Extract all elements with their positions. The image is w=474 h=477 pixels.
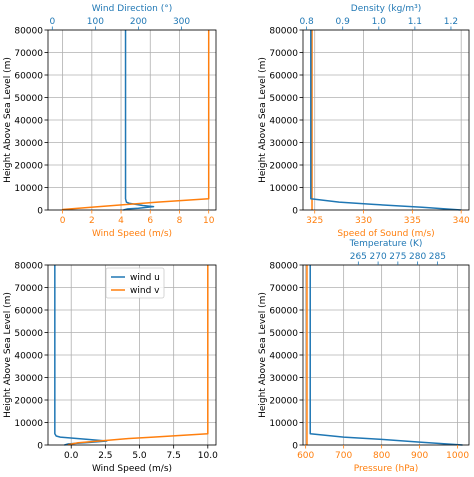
x-bottom-tick-label: 330 — [355, 216, 372, 226]
x-bottom-axis-label: Speed of Sound (m/s) — [337, 229, 434, 239]
y-tick-label: 0 — [292, 442, 298, 452]
series-line-1 — [309, 265, 463, 446]
y-tick-label: 10000 — [269, 419, 298, 429]
x-bottom-tick-label: 10 — [203, 216, 215, 226]
x-bottom-tick-label: 0 — [60, 216, 66, 226]
x-top-tick-label: 285 — [429, 252, 446, 262]
x-top-tick-label: 1.0 — [372, 17, 387, 27]
series-line-0 — [123, 30, 155, 211]
x-bottom-tick-label: 800 — [373, 451, 390, 461]
x-bottom-tick-label: 325 — [306, 216, 323, 226]
x-bottom-tick-label: 2 — [89, 216, 95, 226]
y-tick-label: 10000 — [14, 419, 43, 429]
x-bottom-tick-label: 5.0 — [132, 451, 147, 461]
y-tick-label: 10000 — [14, 184, 43, 194]
x-bottom-axis-label: Wind Speed (m/s) — [92, 464, 172, 474]
y-axis-label: Height Above Sea Level (m) — [258, 292, 268, 418]
y-tick-label: 80000 — [14, 262, 43, 272]
y-tick-label: 60000 — [14, 72, 43, 82]
y-tick-label: 40000 — [269, 117, 298, 127]
subplot-wind-components: 0 10000 20000 30000 40000 50000 60000 70000 8000… — [3, 262, 218, 475]
y-tick-label: 60000 — [14, 307, 43, 317]
x-bottom-tick-label: 6 — [147, 216, 153, 226]
x-top-tick-label: 0 — [49, 17, 55, 27]
y-tick-label: 0 — [292, 207, 298, 217]
subplot-pressure-temperature: 0 10000 20000 30000 40000 50000 60000 70000 8000… — [258, 239, 470, 474]
y-tick-label: 70000 — [14, 284, 43, 294]
y-tick-label: 80000 — [269, 27, 298, 37]
x-top-tick-label: 1.2 — [444, 17, 458, 27]
x-bottom-tick-label: 700 — [335, 451, 352, 461]
x-bottom-axis-label: Pressure (hPa) — [354, 464, 419, 474]
y-tick-label: 60000 — [269, 72, 298, 82]
y-tick-label: 30000 — [269, 139, 298, 149]
x-bottom-tick-label: 2.5 — [98, 451, 112, 461]
x-top-tick-label: 265 — [350, 252, 367, 262]
y-tick-label: 0 — [37, 207, 43, 217]
series-line-1 — [310, 30, 462, 211]
x-bottom-tick-label: 1000 — [446, 451, 469, 461]
x-bottom-tick-label: 0.0 — [64, 451, 79, 461]
x-bottom-tick-label: 900 — [411, 451, 428, 461]
x-bottom-tick-label: 7.5 — [166, 451, 180, 461]
x-bottom-tick-label: 10.0 — [198, 451, 218, 461]
y-axis-label: Height Above Sea Level (m) — [3, 292, 13, 418]
y-tick-label: 80000 — [14, 27, 43, 37]
y-tick-label: 50000 — [269, 329, 298, 339]
y-tick-label: 30000 — [14, 139, 43, 149]
y-tick-label: 80000 — [269, 262, 298, 272]
y-tick-label: 30000 — [14, 374, 43, 384]
y-tick-label: 40000 — [269, 352, 298, 362]
x-bottom-axis-label: Wind Speed (m/s) — [92, 229, 172, 239]
y-tick-label: 40000 — [14, 352, 43, 362]
x-top-tick-label: 275 — [389, 252, 406, 262]
subplot-wind-speed-direction: 0100002000030000400005000060000700008000… — [3, 4, 217, 239]
x-top-tick-label: 200 — [130, 17, 147, 27]
y-axis-label: Height Above Sea Level (m) — [3, 57, 13, 183]
x-top-axis-label: Density (kg/m³) — [351, 4, 421, 14]
y-tick-label: 20000 — [14, 397, 43, 407]
y-tick-label: 0 — [37, 442, 43, 452]
series-line-1 — [67, 265, 209, 446]
y-tick-label: 70000 — [14, 49, 43, 59]
y-tick-label: 20000 — [269, 397, 298, 407]
y-tick-label: 70000 — [269, 49, 298, 59]
legend-label: wind v — [130, 286, 160, 296]
y-tick-label: 20000 — [14, 162, 43, 172]
x-bottom-tick-label: 600 — [297, 451, 314, 461]
x-top-tick-label: 0.9 — [336, 17, 351, 27]
legend-label: wind u — [130, 273, 160, 283]
x-top-tick-label: 300 — [173, 17, 190, 27]
x-top-tick-label: 280 — [409, 252, 426, 262]
subplot-speed-of-sound-density: 0 10000 20000 30000 40000 50000 60000 70000 8000… — [258, 4, 470, 239]
y-tick-label: 10000 — [269, 184, 298, 194]
x-top-tick-label: 1.1 — [408, 17, 422, 27]
y-tick-label: 70000 — [269, 284, 298, 294]
y-axis-label: Height Above Sea Level (m) — [258, 57, 268, 183]
x-top-tick-label: 100 — [87, 17, 104, 27]
x-bottom-tick-label: 4 — [118, 216, 124, 226]
x-top-tick-label: 270 — [370, 252, 387, 262]
y-tick-label: 30000 — [269, 374, 298, 384]
series-line-1 — [61, 30, 210, 211]
y-tick-label: 50000 — [269, 94, 298, 104]
x-bottom-tick-label: 8 — [177, 216, 183, 226]
x-top-tick-label: 0.8 — [299, 17, 314, 27]
y-tick-label: 60000 — [269, 307, 298, 317]
y-tick-label: 40000 — [14, 117, 43, 127]
y-tick-label: 50000 — [14, 329, 43, 339]
x-bottom-tick-label: 335 — [404, 216, 421, 226]
x-top-axis-label: Temperature (K) — [349, 239, 423, 249]
y-tick-label: 50000 — [14, 94, 43, 104]
x-bottom-tick-label: 340 — [453, 216, 470, 226]
y-tick-label: 20000 — [269, 162, 298, 172]
x-top-axis-label: Wind Direction (°) — [92, 4, 173, 14]
legend: wind u wind v — [105, 267, 165, 299]
